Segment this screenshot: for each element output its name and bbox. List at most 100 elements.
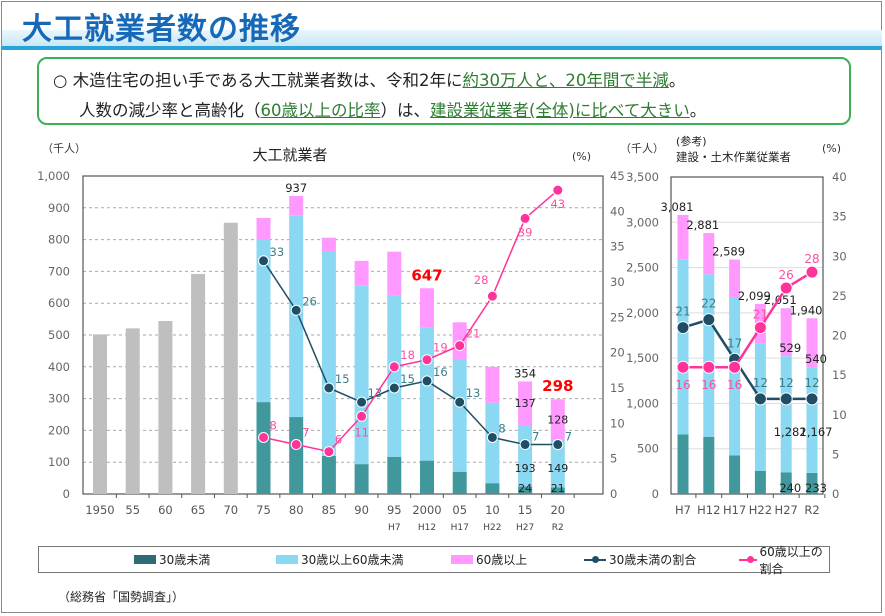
y-tick-label: 3,000: [626, 215, 659, 229]
segment-label-30-59: 1,167: [800, 425, 833, 439]
ratio-label: 8: [498, 421, 505, 435]
bar-over60: [703, 233, 715, 275]
ratio-label: 21: [466, 327, 481, 341]
y2-tick-label: 15: [832, 368, 847, 382]
x-tick-label: 1950: [85, 503, 114, 517]
x-subtick-label: H17: [451, 523, 469, 533]
bar-under30: [677, 434, 689, 494]
bar-under30: [754, 470, 766, 494]
line-marker: [805, 265, 819, 279]
bar-30-59: [703, 274, 715, 437]
y-tick-label: 0: [652, 487, 659, 501]
y2-tick-label: 40: [610, 204, 625, 218]
y-tick-label: 3,500: [626, 170, 659, 184]
ratio-label: 8: [270, 418, 277, 432]
y2-tick-label: 25: [610, 310, 625, 324]
x-subtick-label: H12: [418, 523, 436, 533]
ratio-label: 28: [804, 252, 819, 266]
line-marker: [290, 304, 302, 316]
ratio-label: 39: [518, 225, 533, 239]
y2-tick-label: 35: [610, 240, 625, 254]
bar-over60: [387, 251, 402, 296]
line-marker: [454, 340, 466, 352]
bar-over60: [677, 214, 689, 260]
y-tick-label: 100: [48, 455, 70, 469]
line-marker: [805, 392, 819, 406]
bar-over60: [485, 366, 500, 403]
total-label: 647: [411, 266, 442, 284]
bar-30-59: [754, 343, 766, 471]
y-tick-label: 600: [48, 296, 70, 310]
x-tick-label: 70: [223, 503, 238, 517]
total-label: 3,081: [661, 200, 694, 214]
bar-under30: [485, 483, 500, 494]
line-marker: [258, 255, 269, 267]
x-tick-label: 65: [191, 503, 206, 517]
legend-item-under30: 30歳未満: [134, 551, 210, 568]
bar-30-59: [289, 215, 304, 418]
ratio-label: 7: [565, 430, 572, 444]
segment-label-over60: 137: [515, 397, 536, 410]
y2-axis-unit: (%): [572, 150, 591, 163]
bar-over60: [289, 196, 304, 216]
x-tick-label: 15: [518, 503, 533, 517]
ratio-label: 26: [779, 268, 794, 282]
summary-highlight: 建設業従業者(全体)に比べて大きい: [430, 101, 690, 120]
segment-label-30-59: 1,282: [774, 425, 807, 439]
y-axis-unit: （千人）: [42, 142, 86, 155]
line-marker: [421, 375, 433, 387]
bar-30-59: [550, 439, 565, 488]
bar-30-59: [518, 424, 533, 487]
total-label: 298: [542, 377, 573, 395]
line-marker: [779, 281, 793, 295]
bar-30-59: [321, 252, 336, 456]
title-band: [2, 30, 882, 46]
x-tick-label: H7: [675, 503, 691, 517]
y-tick-label: 500: [48, 328, 70, 342]
summary-highlight: 約30万人と、20年間で半減: [462, 71, 669, 90]
x-tick-label: 20: [550, 503, 565, 517]
bar-30-59: [729, 297, 741, 456]
ratio-label: 17: [727, 336, 742, 350]
total-label: 2,099: [738, 289, 771, 303]
summary-highlight: 60歳以上の比率: [260, 101, 381, 120]
ratio-label: 16: [701, 378, 716, 392]
y-tick-label: 200: [48, 423, 70, 437]
bar-over60: [321, 237, 336, 253]
line-over60-ratio: [263, 189, 559, 453]
chart-title: 大工就業者: [252, 146, 327, 164]
line-marker: [676, 360, 690, 374]
bar-under30: [321, 455, 336, 494]
line-marker: [552, 184, 564, 196]
ratio-label: 22: [701, 297, 716, 311]
line-marker: [356, 396, 368, 408]
legend-item-over60-ratio: 60歳以上の割合: [739, 543, 829, 577]
y2-tick-label: 30: [832, 249, 847, 263]
y2-tick-label: 15: [610, 381, 625, 395]
y-tick-label: 1,000: [37, 169, 70, 183]
y2-tick-label: 25: [832, 289, 847, 303]
bar-over60: [518, 381, 533, 425]
summary-box: ○ 木造住宅の担い手である大工就業者数は、令和2年に約30万人と、20年間で半減…: [37, 57, 851, 125]
legend-label: 30歳以上60歳未満: [301, 553, 404, 567]
line-marker-icon: [739, 555, 757, 564]
line-marker: [702, 360, 716, 374]
x-tick-label: 80: [289, 503, 304, 517]
ratio-label: 33: [270, 245, 285, 259]
y-tick-label: 700: [48, 264, 70, 278]
bar-30-59: [806, 367, 818, 473]
ratio-label: 43: [550, 197, 565, 211]
bar-under30: [452, 471, 467, 494]
bar-under30: [806, 472, 818, 494]
line-marker: [779, 392, 793, 406]
legend-swatch: [134, 555, 156, 564]
line-marker: [753, 321, 767, 335]
ratio-label: 16: [433, 365, 448, 379]
y2-tick-label: 5: [610, 452, 617, 466]
summary-text: 。: [668, 71, 686, 90]
segment-label-under30: 240: [779, 481, 801, 495]
segment-label-over60: 128: [547, 414, 568, 427]
legend: 30歳未満 30歳以上60歳未満 60歳以上 30歳未満の割合 60歳以上の割合: [38, 545, 830, 576]
ratio-label: 26: [302, 294, 317, 308]
bar-over60: [256, 217, 271, 240]
